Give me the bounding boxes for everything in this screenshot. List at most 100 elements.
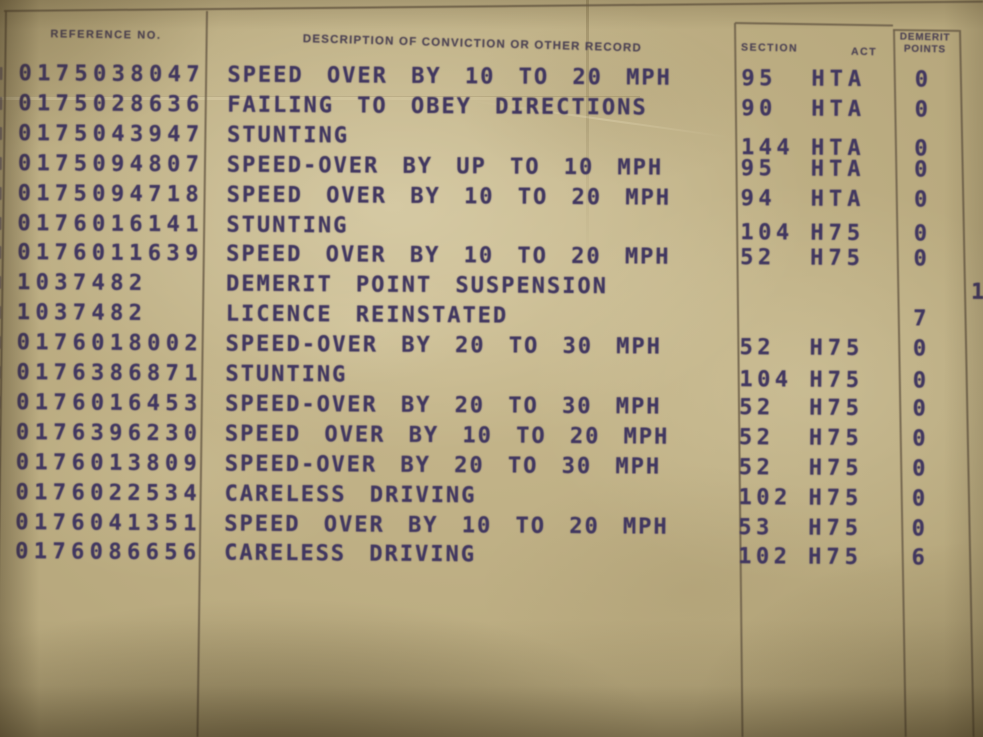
section-cell: 52 (739, 335, 776, 361)
demerit-points-cell: 0 (913, 220, 928, 246)
reference-no-cell: 0176041351 (15, 509, 202, 536)
description-cell: SPEED-OVER BY 20 TO 30 MPH (225, 391, 662, 420)
reference-no-cell: 0176013809 (15, 449, 203, 477)
section-cell: 53 (738, 514, 774, 540)
act-cell: HTA (810, 186, 866, 212)
act-cell: HTA (810, 156, 866, 182)
demerit-points-cell: 0 (913, 246, 927, 272)
paper-crease (586, 0, 589, 260)
table-row: 0176086656 CARELESS DRIVING 102 H75 6 (0, 540, 979, 571)
paper-crease (0, 96, 640, 100)
demerit-points-cell: 0 (912, 426, 926, 452)
reference-no-cell: 0176022534 (15, 479, 203, 507)
demerit-points-cell: 0 (914, 67, 929, 93)
act-cell: H75 (808, 425, 864, 451)
left-edge-fragment (0, 336, 1, 350)
table-row: 0176396230 SPEED OVER BY 10 TO 20 MPH 52 H7… (0, 420, 980, 452)
section-cell: 52 (738, 424, 775, 451)
act-cell: HTA (811, 66, 867, 93)
description-cell: STUNTING (225, 361, 348, 388)
demerit-points-cell: 7 (913, 306, 927, 332)
left-edge-fragment (0, 306, 1, 320)
act-cell: H75 (809, 335, 865, 362)
act-cell: H75 (808, 515, 864, 541)
description-cell: STUNTING (226, 212, 349, 238)
reference-no-cell: 0176011639 (17, 240, 204, 267)
demerit-points-cell: 0 (911, 485, 926, 512)
demerit-points-cell: 0 (914, 97, 928, 123)
demerit-points-cell: 0 (912, 396, 926, 422)
left-edge-fragment (0, 96, 3, 110)
reference-no-cell: 0175028636 (18, 91, 205, 118)
description-cell: SPEED OVER BY 10 TO 20 MPH (226, 182, 672, 211)
table-row: 0175028636 FAILING TO OBEY DIRECTIONS 90 HT… (0, 91, 982, 123)
reference-no-cell: 1037482 (16, 270, 148, 297)
table-row: 0175038047 SPEED OVER BY 10 TO 20 MPH 95 HT… (0, 61, 983, 93)
section-cell: 95 (741, 66, 778, 92)
table-row: 0176016453 SPEED-OVER BY 20 TO 30 MPH 52 H7… (0, 390, 980, 422)
act-cell: H75 (808, 485, 864, 511)
demerit-points-cell: 0 (914, 157, 928, 183)
reference-no-cell: 0175094807 (17, 150, 205, 178)
table-row: 0176016141 STUNTING 104 H75 0 (0, 210, 981, 246)
table-row: 0176022534 CARELESS DRIVING 102 H75 0 (0, 479, 980, 512)
table-row: 0176041351 SPEED OVER BY 10 TO 20 MPH 53 H7… (0, 510, 979, 541)
reference-no-cell: 0175038047 (18, 61, 206, 88)
section-cell: 52 (738, 454, 775, 481)
demerit-points-cell: 0 (912, 336, 927, 362)
left-edge-fragment (0, 216, 2, 230)
table-row: 1037482 LICENCE REINSTATED 7 (0, 300, 981, 332)
section-cell: 95 (740, 155, 777, 182)
description-cell: SPEED-OVER BY 20 TO 30 MPH (224, 451, 662, 480)
demerit-points-cell: 0 (912, 368, 927, 394)
description-cell: FAILING TO OBEY DIRECTIONS (227, 92, 648, 121)
act-cell: HTA (811, 96, 867, 122)
demerit-points-cell: 0 (913, 186, 928, 213)
description-cell: SPEED OVER BY 10 TO 20 MPH (224, 421, 670, 450)
left-edge-fragment (0, 126, 3, 140)
act-cell: H75 (809, 367, 865, 394)
act-cell: H75 (808, 455, 864, 481)
act-cell: H75 (808, 545, 863, 571)
reference-no-cell: 1037482 (16, 300, 148, 327)
reference-no-cell: 0176016453 (16, 390, 203, 417)
description-cell: SPEED OVER BY 10 TO 20 MPH (224, 511, 669, 540)
table-row: 0176011639 SPEED OVER BY 10 TO 20 MPH 52 H7… (0, 241, 981, 272)
section-cell: 104 (740, 219, 794, 246)
description-cell: SPEED OVER BY 10 TO 20 MPH (226, 241, 671, 271)
description-cell: STUNTING (226, 122, 350, 149)
demerit-points-cell: 0 (911, 515, 926, 541)
section-cell: 94 (740, 185, 777, 212)
demerit-points-cell: 0 (912, 456, 926, 482)
table-row: 0176386871 STUNTING 104 H75 0 (0, 360, 980, 394)
section-cell: 52 (739, 395, 775, 421)
left-edge-fragment (0, 246, 2, 260)
description-cell: DEMERIT POINT SUSPENSION (225, 271, 608, 300)
section-cell: 90 (741, 96, 777, 122)
reference-no-cell: 0175043947 (17, 120, 205, 148)
description-cell: CARELESS DRIVING (224, 540, 477, 568)
description-cell: SPEED-OVER BY 20 TO 30 MPH (225, 331, 663, 360)
table-row: 1037482 DEMERIT POINT SUSPENSION (0, 270, 981, 302)
reference-no-cell: 0176386871 (16, 360, 203, 387)
description-cell: SPEED OVER BY 10 TO 20 MPH (227, 62, 672, 91)
demerit-points-cell: 6 (911, 545, 925, 571)
section-cell: 102 (738, 544, 792, 570)
reference-no-cell: 0175094718 (17, 180, 205, 208)
section-cell: 104 (739, 367, 793, 393)
act-cell: H75 (809, 395, 865, 421)
table-row: 0175094807 SPEED-OVER BY UP TO 10 MPH 95 HT… (0, 150, 982, 183)
section-cell: 102 (738, 484, 792, 511)
reference-no-cell: 0176086656 (15, 539, 202, 566)
reference-no-cell: 0176016141 (17, 210, 204, 237)
act-cell: H75 (810, 220, 866, 246)
table-row: 0176018002 SPEED-OVER BY 20 TO 30 MPH 52 H7… (0, 330, 981, 362)
left-edge-fragment (0, 276, 2, 290)
description-cell: CARELESS DRIVING (224, 481, 477, 508)
table-row: 0176013809 SPEED-OVER BY 20 TO 30 MPH 52 H7… (0, 449, 980, 482)
